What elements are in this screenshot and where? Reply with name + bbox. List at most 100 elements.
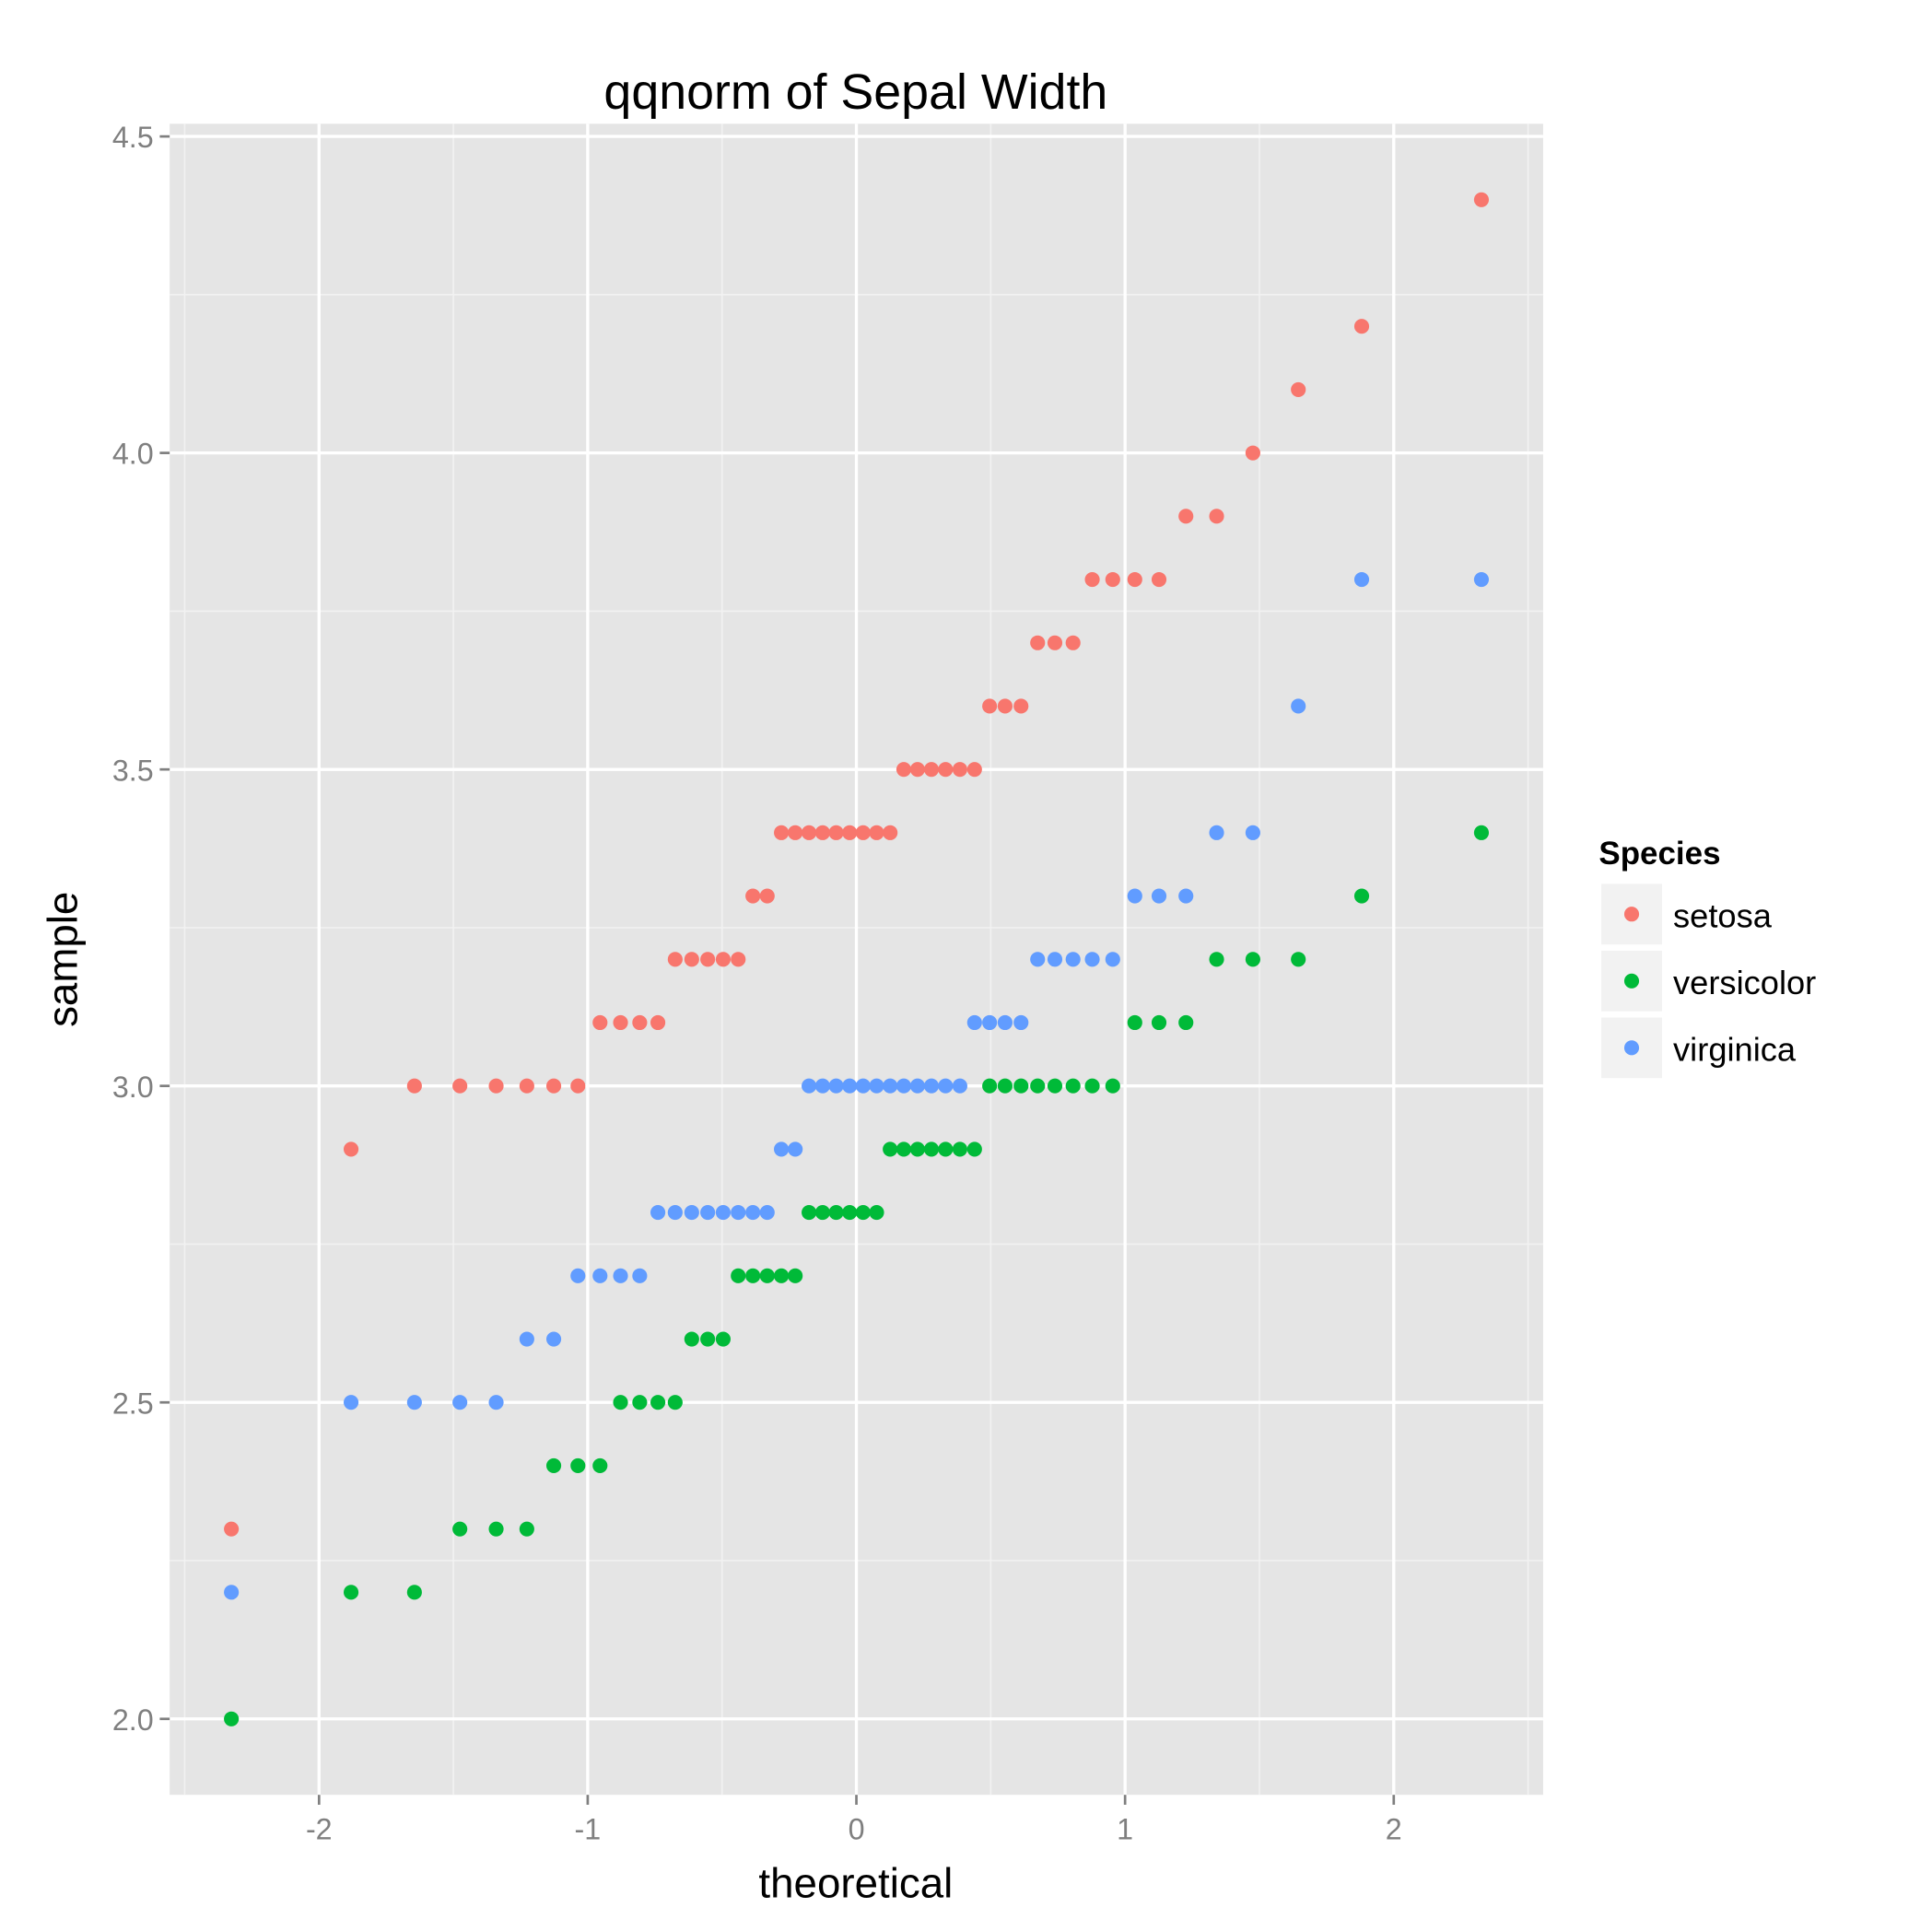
point-virginica (869, 1078, 884, 1094)
point-setosa (570, 1078, 586, 1094)
point-virginica (592, 1268, 608, 1283)
point-virginica (1291, 698, 1306, 714)
point-virginica (667, 1205, 683, 1221)
point-virginica (966, 1014, 982, 1031)
point-versicolor (406, 1585, 422, 1600)
point-versicolor (1291, 952, 1306, 967)
point-versicolor (952, 1141, 967, 1157)
y-tick-label: 2.5 (112, 1387, 154, 1420)
legend: Species setosa versicolor virginica (1598, 836, 1816, 1079)
point-setosa (452, 1078, 468, 1094)
point-virginica (632, 1268, 648, 1283)
point-virginica (613, 1268, 628, 1283)
point-versicolor (997, 1078, 1013, 1094)
point-setosa (632, 1014, 648, 1031)
point-versicolor (1047, 1078, 1063, 1094)
point-setosa (1151, 571, 1167, 588)
point-versicolor (570, 1457, 586, 1473)
point-virginica (745, 1205, 761, 1221)
point-setosa (828, 825, 844, 840)
point-setosa (842, 825, 858, 840)
point-versicolor (909, 1141, 925, 1157)
legend-marker-setosa (1623, 907, 1640, 922)
point-setosa (613, 1014, 628, 1031)
point-setosa (774, 825, 790, 840)
point-setosa (1105, 571, 1120, 588)
point-virginica (731, 1205, 746, 1221)
point-setosa (519, 1078, 534, 1094)
point-virginica (519, 1331, 534, 1347)
point-setosa (1030, 635, 1046, 650)
point-setosa (1084, 571, 1100, 588)
point-setosa (343, 1141, 359, 1157)
point-virginica (923, 1078, 940, 1094)
point-virginica (774, 1141, 790, 1157)
x-tick-label: 1 (1117, 1813, 1133, 1846)
point-setosa (802, 825, 817, 840)
point-setosa (731, 952, 746, 967)
legend-marker-versicolor (1623, 973, 1640, 989)
y-tick-label: 4.0 (112, 438, 154, 471)
point-setosa (745, 888, 761, 904)
point-virginica (828, 1078, 844, 1094)
point-setosa (788, 825, 803, 840)
point-virginica (814, 1078, 830, 1094)
point-setosa (488, 1078, 504, 1094)
point-setosa (997, 698, 1013, 714)
point-setosa (715, 952, 732, 967)
point-setosa (923, 762, 940, 778)
point-setosa (909, 762, 925, 778)
point-versicolor (613, 1395, 628, 1410)
point-versicolor (1013, 1078, 1029, 1094)
y-tick-label: 2.0 (112, 1703, 154, 1737)
point-setosa (545, 1078, 562, 1094)
point-virginica (715, 1205, 732, 1221)
point-setosa (1065, 635, 1081, 650)
point-virginica (896, 1078, 912, 1094)
point-setosa (1245, 445, 1260, 461)
point-virginica (684, 1205, 699, 1221)
point-setosa (1209, 509, 1224, 524)
point-setosa (650, 1014, 666, 1031)
point-versicolor (731, 1268, 746, 1283)
point-versicolor (1245, 952, 1260, 967)
point-versicolor (452, 1521, 468, 1537)
point-versicolor (923, 1141, 940, 1157)
point-versicolor (715, 1331, 732, 1347)
point-virginica (1473, 571, 1490, 588)
point-virginica (938, 1078, 954, 1094)
point-versicolor (519, 1521, 534, 1537)
x-axis-title: theoretical (758, 1860, 953, 1907)
point-versicolor (896, 1141, 912, 1157)
gridlines (170, 123, 1543, 1796)
point-virginica (1065, 952, 1081, 967)
series-setosa (224, 192, 1490, 1537)
point-versicolor (828, 1205, 844, 1221)
series-versicolor (224, 825, 1490, 1726)
point-virginica (1245, 825, 1260, 840)
legend-label-virginica: virginica (1673, 1030, 1797, 1068)
data-points (224, 192, 1490, 1726)
point-versicolor (788, 1268, 803, 1283)
point-virginica (452, 1395, 468, 1410)
y-tick-label: 4.5 (112, 121, 154, 154)
point-versicolor (842, 1205, 858, 1221)
legend-title: Species (1598, 836, 1720, 872)
point-virginica (700, 1205, 716, 1221)
point-setosa (896, 762, 912, 778)
point-versicolor (774, 1268, 790, 1283)
point-setosa (982, 698, 998, 714)
point-virginica (982, 1014, 998, 1031)
chart-title: qqnorm of Sepal Width (603, 64, 1107, 120)
point-versicolor (684, 1331, 699, 1347)
point-versicolor (1209, 952, 1224, 967)
point-setosa (855, 825, 871, 840)
point-virginica (570, 1268, 586, 1283)
point-versicolor (343, 1585, 359, 1600)
point-versicolor (650, 1395, 666, 1410)
series-virginica (224, 571, 1490, 1600)
point-virginica (1151, 888, 1167, 904)
point-setosa (667, 952, 683, 967)
point-virginica (650, 1205, 666, 1221)
